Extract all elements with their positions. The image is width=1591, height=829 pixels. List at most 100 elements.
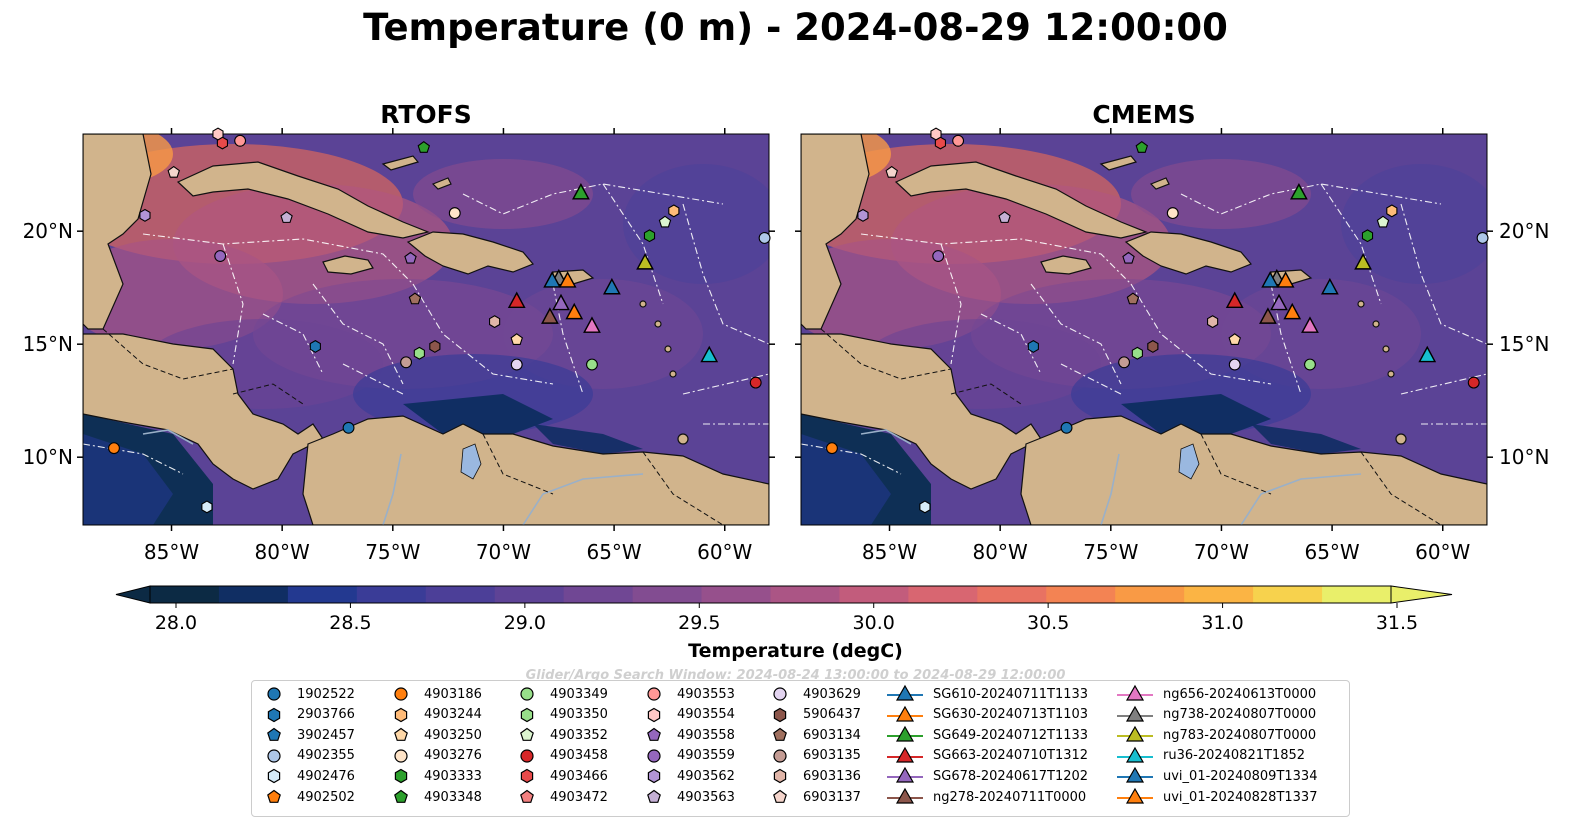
platform-marker — [749, 376, 762, 389]
colorbar-segment — [1253, 586, 1323, 603]
colorbar-segment — [218, 586, 289, 603]
legend-label: SG610-20240711T1133 — [933, 686, 1089, 702]
legend-pentagon-icon — [773, 727, 787, 742]
legend-label: 4903333 — [424, 768, 482, 784]
legend-pentagon-icon — [773, 789, 787, 803]
legend-triangle-icon — [1117, 767, 1153, 783]
legend-circle-icon — [773, 687, 787, 701]
figure-title: Temperature (0 m) - 2024-08-29 12:00:00 — [363, 6, 1228, 49]
legend-item: 4903554 — [642, 705, 735, 725]
legend-label: uvi_01-20240828T1337 — [1163, 789, 1318, 805]
legend-item: 1902522 — [262, 684, 355, 704]
platform-marker — [1386, 204, 1398, 218]
legend-label: 1902522 — [297, 686, 355, 702]
legend-pentagon-icon — [267, 789, 281, 803]
legend-hexagon-icon — [773, 707, 787, 722]
platform-marker — [1131, 346, 1143, 360]
platform-marker — [489, 315, 501, 328]
legend: 1902522 2903766 3902457 4902355 4902476 49025… — [251, 680, 1350, 817]
legend-label: ng656-20240613T0000 — [1163, 686, 1317, 702]
platform-marker — [1118, 356, 1131, 369]
platform-marker — [826, 442, 838, 455]
lon-label: 75°W — [1083, 540, 1138, 564]
legend-item: 4903562 — [642, 766, 735, 786]
legend-item: 5906437 — [768, 705, 861, 725]
lat-label-right: 20°N — [1499, 219, 1549, 243]
platform-marker — [1467, 376, 1480, 389]
platform-marker — [429, 340, 441, 353]
platform-marker — [201, 500, 213, 514]
legend-label: ng278-20240711T0000 — [933, 789, 1087, 805]
legend-item: 4903558 — [642, 725, 735, 745]
legend-pentagon-icon — [647, 727, 661, 742]
legend-label: 4903186 — [424, 686, 482, 702]
legend-label: 4903250 — [424, 727, 482, 743]
colorbar-label: Temperature (degC) — [688, 640, 903, 662]
legend-item: 4903276 — [389, 746, 482, 766]
legend-item: ru36-20240821T1852 — [1115, 746, 1305, 766]
legend-item: 4902502 — [262, 787, 355, 807]
map-panel-cmems — [800, 127, 1489, 526]
legend-item: SG678-20240617T1202 — [885, 766, 1088, 786]
lon-label: 85°W — [862, 540, 917, 564]
legend-label: 4903466 — [550, 768, 608, 784]
legend-label: 4903350 — [550, 707, 608, 723]
platform-marker — [1147, 340, 1159, 353]
legend-circle-icon — [267, 687, 281, 701]
legend-item: SG630-20240713T1103 — [885, 705, 1088, 725]
legend-item: ng278-20240711T0000 — [885, 787, 1086, 807]
legend-label: 4903472 — [550, 789, 608, 805]
platform-marker — [212, 127, 224, 141]
legend-pentagon-icon — [520, 727, 534, 742]
platform-marker — [1361, 229, 1374, 243]
legend-item: 4903352 — [515, 725, 608, 745]
platform-marker — [309, 340, 321, 353]
lat-label-left: 10°N — [23, 445, 73, 469]
legend-label: SG630-20240713T1103 — [933, 707, 1089, 723]
legend-circle-icon — [773, 749, 787, 763]
legend-circle-icon — [520, 749, 534, 763]
legend-label: uvi_01-20240809T1334 — [1163, 768, 1318, 784]
legend-item: 4903333 — [389, 766, 482, 786]
colorbar-segment — [494, 586, 565, 603]
lon-label: 70°W — [1194, 540, 1249, 564]
map-panel-rtofs — [82, 127, 771, 526]
lat-label-right: 10°N — [1499, 445, 1549, 469]
colorbar-segment — [1115, 586, 1185, 603]
colorbar-tick-label: 29.0 — [503, 612, 546, 634]
legend-label: 4903348 — [424, 789, 482, 805]
colorbar-tick-label: 30.0 — [852, 612, 895, 634]
platform-marker — [668, 204, 680, 218]
legend-item: 4903244 — [389, 705, 482, 725]
colorbar-tick-label: 30.5 — [1026, 612, 1070, 634]
legend-pentagon-icon — [394, 727, 408, 742]
colorbar-tick-label: 28.0 — [154, 612, 198, 634]
panel-title-rtofs: RTOFS — [380, 100, 472, 129]
legend-label: 4903562 — [677, 768, 735, 784]
lon-label: 75°W — [365, 540, 420, 564]
legend-label: 4903352 — [550, 727, 608, 743]
lat-label-right: 15°N — [1499, 332, 1549, 356]
legend-circle-icon — [394, 749, 408, 763]
legend-label: 4903629 — [803, 686, 861, 702]
legend-hexagon-icon — [647, 707, 661, 722]
platform-marker — [857, 208, 869, 222]
legend-label: 4903276 — [424, 748, 482, 764]
platform-marker — [758, 232, 771, 244]
legend-item: 6903136 — [768, 766, 861, 786]
legend-pentagon-icon — [267, 727, 281, 742]
legend-item: uvi_01-20240828T1337 — [1115, 787, 1317, 807]
legend-label: 6903136 — [803, 768, 861, 784]
legend-label: SG649-20240712T1133 — [933, 727, 1089, 743]
legend-triangle-icon — [887, 705, 923, 722]
platform-marker — [234, 134, 247, 147]
platform-marker — [1228, 358, 1241, 371]
colorbar-tick-label: 31.5 — [1375, 612, 1419, 634]
legend-circle-icon — [520, 687, 534, 701]
platform-marker — [400, 356, 413, 369]
colorbar-segment — [1046, 586, 1116, 603]
colorbar-tick-label: 28.5 — [329, 612, 372, 634]
search-window-text: Glider/Argo Search Window: 2024-08-24 13… — [525, 668, 1066, 683]
legend-item: 4903250 — [389, 725, 482, 745]
lon-label: 60°W — [1415, 540, 1470, 564]
